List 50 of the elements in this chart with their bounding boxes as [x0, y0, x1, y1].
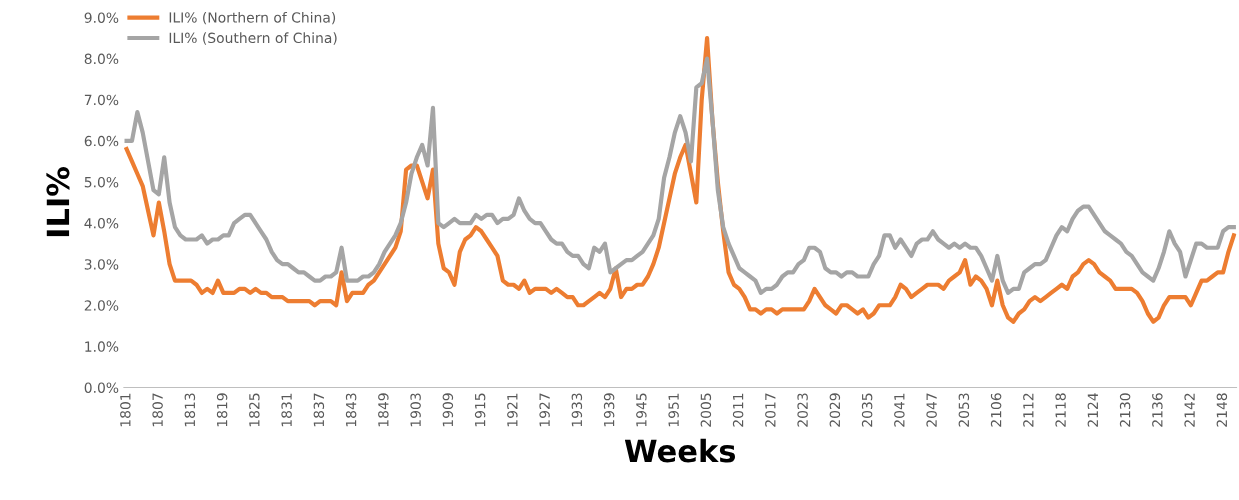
- x-tick-label: 1909: [442, 393, 454, 427]
- x-tick-label: 1933: [571, 393, 583, 427]
- x-tick-label: 1903: [410, 393, 421, 427]
- line-series: [124, 56, 1236, 296]
- x-tick-label: 2112: [1023, 393, 1034, 427]
- y-tick-label: 1.0%: [85, 341, 119, 352]
- x-tick-label: 2005: [700, 393, 712, 427]
- x-tick-label: 2023: [797, 393, 808, 427]
- x-tick-label: 2130: [1119, 393, 1131, 427]
- y-tick-label: 3.0%: [84, 259, 119, 270]
- y-tick-label: 9.0%: [84, 12, 119, 23]
- x-tick-label: 2029: [829, 393, 841, 427]
- x-tick-label: 2136: [1152, 393, 1163, 427]
- legend-label: ILI% (Southern of China): [169, 32, 337, 45]
- x-tick-label: 1843: [345, 393, 357, 427]
- x-tick-label: 1837: [313, 393, 325, 427]
- x-tick-label: 2017: [765, 393, 776, 427]
- x-tick-label: 1819: [216, 393, 228, 427]
- x-tick-label: 1813: [184, 393, 196, 427]
- x-tick-label: 1939: [603, 393, 615, 427]
- x-tick-label: 1831: [281, 393, 292, 427]
- y-tick-label: 6.0%: [84, 135, 119, 147]
- x-tick-label: 1825: [249, 393, 260, 427]
- x-tick-label: 1807: [152, 393, 163, 427]
- y-tick-label: 5.0%: [84, 176, 119, 188]
- x-tick-label: 2035: [861, 393, 873, 427]
- x-tick-label: 1945: [636, 393, 647, 427]
- x-tick-label: 2142: [1184, 393, 1195, 427]
- x-tick-label: 1951: [668, 393, 679, 427]
- x-tick-label: 2011: [732, 393, 744, 427]
- x-tick-label: 2124: [1087, 393, 1098, 427]
- x-tick-label: 2041: [894, 393, 905, 427]
- x-axis-title: Weeks: [624, 438, 736, 463]
- y-tick-label: 0.0%: [84, 382, 119, 393]
- y-tick-label: 8.0%: [84, 53, 119, 65]
- y-tick-label: 4.0%: [84, 218, 119, 229]
- y-tick-label: 7.0%: [84, 94, 119, 106]
- x-tick-label: 1921: [507, 393, 518, 427]
- x-tick-label: 2047: [926, 393, 937, 427]
- x-tick-label: 2106: [990, 393, 1002, 427]
- x-tick-label: 2148: [1216, 393, 1228, 427]
- legend-label: ILI% (Northern of China): [169, 11, 336, 25]
- y-tick-label: 2.0%: [84, 300, 119, 311]
- x-tick-label: 1801: [120, 393, 131, 427]
- x-tick-label: 2053: [958, 393, 970, 427]
- y-axis-title: ILI%: [46, 167, 70, 237]
- x-tick-label: 1927: [539, 393, 550, 427]
- x-tick-label: 2118: [1055, 393, 1066, 427]
- x-tick-label: 1915: [474, 393, 486, 427]
- x-tick-label: 1849: [378, 393, 389, 427]
